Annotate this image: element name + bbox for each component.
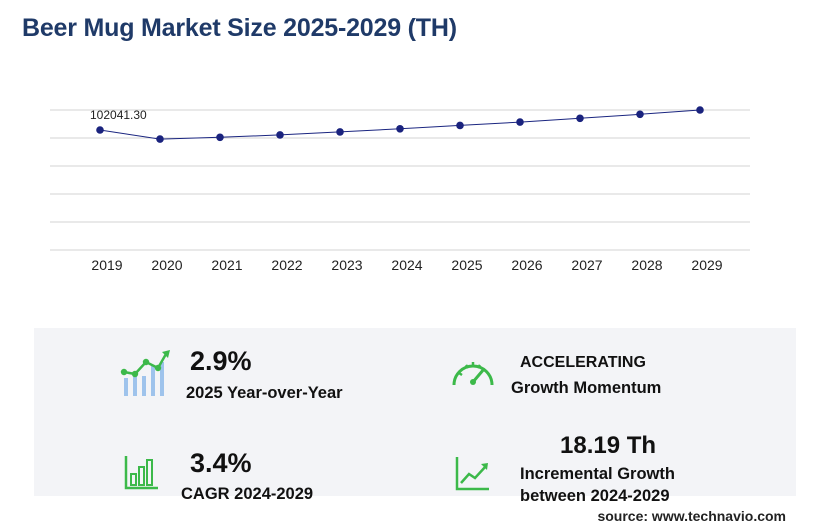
series-line: [99, 109, 701, 140]
x-tick-label: 2022: [271, 257, 302, 273]
data-point: [96, 126, 104, 134]
yoy-value: 2.9%: [190, 346, 252, 376]
x-tick-label: 2029: [691, 257, 722, 273]
data-point: [696, 106, 704, 114]
momentum-label: Growth Momentum: [511, 379, 662, 397]
speedometer-icon: [452, 362, 494, 386]
line-chart: 2019 2020 2021 2022 2023 2024 2025 2026 2027 2028…: [50, 106, 750, 273]
x-tick-label: 2027: [571, 257, 602, 273]
chart-title: Beer Mug Market Size 2025-2029 (TH): [22, 14, 457, 42]
data-point: [216, 133, 224, 142]
data-points: [96, 106, 704, 143]
x-tick-label: 2023: [331, 257, 362, 273]
stats-panel: [34, 328, 796, 496]
data-point: [516, 118, 524, 126]
source-text: source: www.technavio.com: [597, 508, 786, 524]
data-point: [396, 125, 404, 133]
x-tick-label: 2019: [91, 257, 122, 273]
momentum-value: ACCELERATING: [520, 354, 646, 371]
incremental-value: 18.19 Th: [560, 432, 657, 459]
yoy-label: 2025 Year-over-Year: [186, 384, 343, 402]
x-tick-label: 2020: [151, 257, 182, 273]
x-tick-label: 2021: [211, 257, 242, 273]
cagr-value: 3.4%: [190, 448, 252, 478]
x-tick-label: 2026: [511, 257, 542, 273]
x-tick-labels: 2019 2020 2021 2022 2023 2024 2025 2026 2027 2028…: [91, 257, 722, 273]
data-point: [576, 114, 584, 123]
incremental-label-2: between 2024-2029: [520, 487, 670, 505]
data-point: [456, 121, 464, 130]
bar-chart-icon: [124, 456, 158, 490]
data-point: [336, 128, 344, 136]
grid-lines: [50, 109, 750, 251]
incremental-label-1: Incremental Growth: [520, 465, 675, 483]
data-point: [276, 131, 284, 139]
growth-chart-icon: [120, 350, 170, 396]
data-point: [156, 135, 164, 143]
trend-line-icon: [455, 457, 489, 491]
data-point: [636, 110, 644, 119]
x-tick-label: 2025: [451, 257, 482, 273]
x-tick-label: 2028: [631, 257, 662, 273]
data-label: 102041.30: [90, 108, 147, 122]
cagr-label: CAGR 2024-2029: [181, 485, 314, 503]
data-labels: 102041.30: [90, 108, 147, 122]
x-tick-label: 2024: [391, 257, 422, 273]
